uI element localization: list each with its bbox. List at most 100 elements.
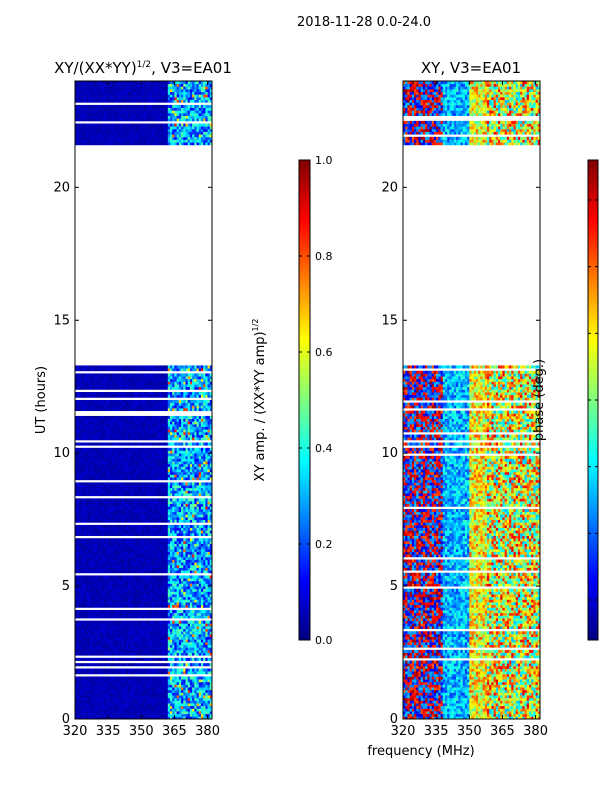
heatmap-cell (112, 716, 116, 719)
heatmap-cell (154, 689, 158, 693)
heatmap-cell (139, 695, 142, 699)
heatmap-cell (161, 703, 164, 707)
heatmap-cell (156, 692, 160, 696)
heatmap-cell (130, 703, 133, 707)
heatmap-cell (183, 689, 186, 693)
heatmap-cell (196, 679, 200, 683)
heatmap-cell (90, 689, 94, 693)
heatmap-cell (103, 700, 107, 704)
heatmap-cell (94, 713, 98, 717)
heatmap-cell (134, 679, 138, 683)
heatmap-cell (101, 684, 105, 688)
heatmap-cell (139, 711, 142, 715)
heatmap-cell (209, 716, 212, 719)
heatmap-cell (198, 708, 202, 712)
panel-amplitude-title-tail: , V3=EA01 (151, 59, 232, 77)
heatmap-cell (116, 689, 120, 693)
heatmap-cell (167, 689, 171, 693)
heatmap-cell (196, 687, 200, 691)
heatmap-cell (134, 703, 138, 707)
panel-amplitude-title-main: XY/(XX*YY) (54, 59, 137, 77)
heatmap-cell (128, 697, 131, 701)
heatmap-cell (200, 676, 204, 680)
heatmap-cell (147, 671, 151, 675)
heatmap-cell (83, 697, 87, 701)
heatmap-cell (170, 684, 173, 688)
heatmap-cell (94, 711, 98, 715)
heatmap-cell (103, 692, 107, 696)
heatmap-cell (161, 697, 164, 701)
heatmap-cell (207, 705, 211, 709)
heatmap-cell (152, 700, 155, 704)
heatmap-cell (123, 671, 127, 675)
heatmap-cell (94, 697, 98, 701)
heatmap-cell (176, 692, 180, 696)
heatmap-cell (86, 689, 89, 693)
heatmap-cell (79, 676, 83, 680)
heatmap-cell (163, 695, 166, 699)
heatmap-cell (154, 687, 158, 691)
heatmap-cell (176, 703, 180, 707)
heatmap-cell (143, 695, 147, 699)
heatmap-cell (163, 713, 166, 717)
heatmap-cell (200, 684, 204, 688)
heatmap-cell (152, 711, 155, 715)
heatmap-cell (99, 700, 102, 704)
heatmap-cell (172, 711, 175, 715)
heatmap-cell (163, 703, 166, 707)
heatmap-cell (145, 716, 149, 719)
heatmap-cell (143, 713, 147, 717)
heatmap-cell (132, 681, 136, 685)
heatmap-cell (156, 681, 160, 685)
heatmap-cell (178, 713, 182, 717)
heatmap-cell (198, 684, 202, 688)
heatmap-cell (103, 697, 107, 701)
heatmap-cell (174, 695, 178, 699)
heatmap-cell (152, 679, 155, 683)
heatmap-cell (167, 687, 171, 691)
heatmap-cell (136, 668, 140, 672)
heatmap-cell (194, 703, 197, 707)
heatmap-cell (209, 695, 212, 699)
heatmap-cell (196, 713, 200, 717)
heatmap-cell (79, 668, 83, 672)
heatmap-cell (170, 679, 173, 683)
heatmap-cell (203, 687, 206, 691)
heatmap-cell (81, 711, 85, 715)
heatmap-cell (196, 695, 200, 699)
heatmap-cell (97, 700, 100, 704)
heatmap-cell (205, 695, 208, 699)
heatmap-cell (136, 713, 140, 717)
heatmap-cell (145, 668, 149, 672)
heatmap-cell (185, 695, 189, 699)
heatmap-cell (150, 689, 153, 693)
heatmap-cell (88, 711, 91, 715)
heatmap-cell (90, 713, 94, 717)
heatmap-cell (196, 681, 200, 685)
heatmap-cell (88, 695, 91, 699)
heatmap-cell (105, 695, 109, 699)
heatmap-cell (123, 708, 127, 712)
heatmap-cell (90, 697, 94, 701)
heatmap-cell (123, 679, 127, 683)
heatmap-cell (178, 697, 182, 701)
heatmap-cell (161, 679, 164, 683)
heatmap-cell (112, 681, 116, 685)
heatmap-cell (181, 692, 184, 696)
heatmap-cell (128, 705, 131, 709)
heatmap-cell (156, 676, 160, 680)
heatmap-cell (150, 668, 153, 672)
heatmap-cell (75, 668, 78, 672)
heatmap-cell (114, 711, 118, 715)
heatmap-cell (123, 687, 127, 691)
heatmap-cell (156, 705, 160, 709)
heatmap-cell (75, 697, 78, 701)
heatmap-cell (145, 700, 149, 704)
heatmap-cell (150, 684, 153, 688)
heatmap-cell (152, 681, 155, 685)
heatmap-cell (79, 713, 83, 717)
heatmap-cell (139, 713, 142, 717)
heatmap-cell (172, 668, 175, 672)
heatmap-cell (97, 692, 100, 696)
heatmap-cell (174, 713, 178, 717)
